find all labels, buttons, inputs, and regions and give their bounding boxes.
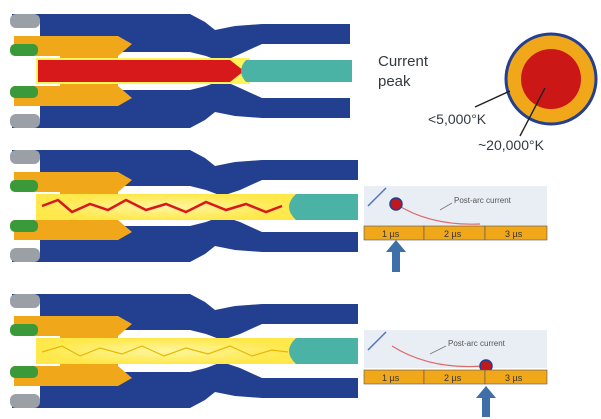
graph-decay-curve [395, 203, 481, 225]
tick-label: 2 µs [444, 373, 462, 383]
post-arc-graph-2: Post-arc current 1 µs 2 µs 3 µs [363, 330, 548, 417]
green-contact-top [10, 44, 38, 56]
moving-contact [241, 60, 352, 82]
grey-contact-bottom [10, 114, 40, 128]
nozzle-upper [12, 294, 358, 340]
arc-cross-section [504, 32, 598, 126]
panel-post-arc-2 [10, 294, 358, 408]
cross-section-core [521, 49, 581, 109]
green-contact-top [10, 180, 38, 192]
moving-contact [289, 194, 358, 220]
contact-finger-upper [14, 316, 132, 340]
graph-caption-leader [429, 345, 447, 355]
post-arc-graph-1: Post-arc current 1 µs 2 µs 3 µs [363, 186, 548, 272]
moving-contact [289, 338, 358, 364]
nozzle-lower [12, 80, 350, 128]
grey-contact-bottom [10, 394, 40, 408]
graph-background [364, 330, 547, 368]
nozzle-lower [12, 216, 358, 262]
nozzle-lower [12, 362, 358, 408]
time-cell [484, 225, 548, 241]
label-current-peak-line1: Current [378, 53, 429, 70]
label-temp-outer: <5,000°K [428, 111, 487, 127]
time-pointer-arrow [386, 240, 406, 272]
contact-finger-lower [14, 362, 132, 386]
label-temp-inner: ~20,000°K [478, 137, 545, 153]
nozzle-upper [12, 14, 350, 62]
tick-label: 1 µs [382, 373, 400, 383]
tick-label: 3 µs [505, 373, 523, 383]
panel-current-peak [10, 14, 352, 128]
pointer-outer [474, 90, 511, 108]
current-zero-marker [389, 197, 403, 211]
tick-label: 3 µs [505, 229, 523, 239]
grey-contact-top [10, 150, 40, 164]
contact-finger-upper [14, 36, 132, 62]
time-cell [484, 369, 548, 385]
grey-contact-top [10, 14, 40, 28]
grey-contact-bottom [10, 248, 40, 262]
time-axis: 1 µs 2 µs 3 µs [363, 369, 548, 385]
graph-rising-line [367, 331, 387, 351]
tick-label: 2 µs [444, 229, 462, 239]
graph-rising-line [367, 187, 387, 207]
green-contact-bottom [10, 366, 38, 378]
green-contact-top [10, 324, 38, 336]
arc-core [38, 60, 244, 82]
label-current-peak-line2: peak [378, 73, 411, 90]
contact-finger-upper [14, 172, 132, 196]
pointer-inner [519, 87, 546, 137]
arc-channel [36, 338, 298, 364]
graph-caption-leader [439, 202, 453, 211]
panel-post-arc-1 [10, 150, 358, 262]
green-contact-bottom [10, 220, 38, 232]
time-axis: 1 µs 2 µs 3 µs [363, 225, 548, 241]
arc-filament [41, 198, 283, 214]
graph-caption: Post-arc current [448, 339, 506, 348]
contact-finger-lower [14, 80, 132, 106]
time-pointer-arrow [476, 386, 496, 417]
grey-contact-top [10, 294, 40, 308]
arc-channel [36, 194, 298, 220]
green-contact-bottom [10, 86, 38, 98]
graph-decay-curve [391, 345, 485, 368]
arc-filament-faint [41, 345, 289, 357]
nozzle-upper [12, 150, 358, 196]
graph-caption: Post-arc current [454, 196, 512, 205]
contact-finger-lower [14, 216, 132, 240]
tick-label: 1 µs [382, 229, 400, 239]
